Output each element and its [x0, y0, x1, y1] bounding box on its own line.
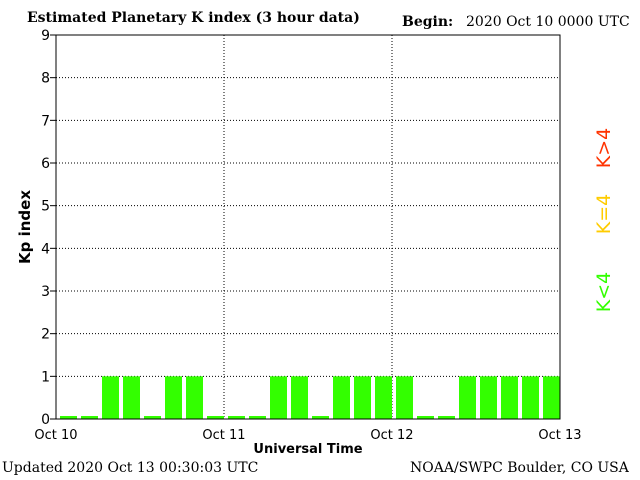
- chart-title: Estimated Planetary K index (3 hour data…: [27, 10, 360, 26]
- x-axis-label: Universal Time: [253, 442, 362, 457]
- legend-k-below-4: K<4: [593, 272, 615, 312]
- y-tick-label: 1: [41, 369, 50, 385]
- y-tick-label: 3: [41, 284, 50, 300]
- kp-bar: [144, 416, 161, 419]
- kp-bar: [543, 376, 560, 419]
- kp-bar: [249, 416, 266, 419]
- begin-label: Begin:: [402, 14, 454, 30]
- y-axis-ticks: 0 1 2 3 4 5 6 7 8 9: [41, 28, 56, 428]
- kp-bar: [81, 416, 98, 419]
- y-tick-label: 2: [41, 327, 50, 343]
- kp-bar: [438, 416, 455, 419]
- kp-bar: [417, 416, 434, 419]
- y-tick-label: 5: [41, 199, 50, 215]
- legend-k-equal-4: K=4: [593, 194, 615, 234]
- bars: [60, 376, 560, 419]
- updated-timestamp: Updated 2020 Oct 13 00:30:03 UTC: [2, 460, 259, 476]
- y-tick-label: 4: [41, 241, 50, 257]
- x-tick-label: Oct 11: [202, 428, 245, 443]
- kp-bar: [354, 376, 371, 419]
- grid-lines: [56, 35, 560, 419]
- y-axis-label: Kp index: [16, 190, 34, 264]
- kp-bar: [501, 376, 518, 419]
- kp-bar: [270, 376, 287, 419]
- legend-k-above-4: K>4: [593, 128, 615, 168]
- y-tick-label: 0: [41, 412, 50, 428]
- kp-bar: [60, 416, 77, 419]
- y-tick-label: 6: [41, 156, 50, 172]
- kp-bar: [228, 416, 245, 419]
- kp-bar: [312, 416, 329, 419]
- x-axis-ticks: Oct 10 Oct 11 Oct 12 Oct 13: [34, 428, 581, 443]
- x-tick-label: Oct 10: [34, 428, 77, 443]
- kp-bar: [459, 376, 476, 419]
- begin-value: 2020 Oct 10 0000 UTC: [466, 14, 630, 30]
- x-tick-label: Oct 12: [370, 428, 413, 443]
- kp-bar: [291, 376, 308, 419]
- kp-bar: [375, 376, 392, 419]
- kp-legend: K>4 K=4 K<4: [593, 128, 615, 312]
- y-tick-label: 7: [41, 113, 50, 129]
- source-credit: NOAA/SWPC Boulder, CO USA: [410, 460, 629, 476]
- y-tick-label: 8: [41, 71, 50, 87]
- kp-bar: [123, 376, 140, 419]
- y-tick-label: 9: [41, 28, 50, 44]
- kp-bar: [186, 376, 203, 419]
- kp-bar: [480, 376, 497, 419]
- plot-frame: [55, 34, 561, 420]
- kp-bar: [207, 416, 224, 419]
- kp-bar: [333, 376, 350, 419]
- x-tick-label: Oct 13: [538, 428, 581, 443]
- kp-bar: [165, 376, 182, 419]
- kp-bar: [396, 376, 413, 419]
- kp-bar: [102, 376, 119, 419]
- kp-bar: [522, 376, 539, 419]
